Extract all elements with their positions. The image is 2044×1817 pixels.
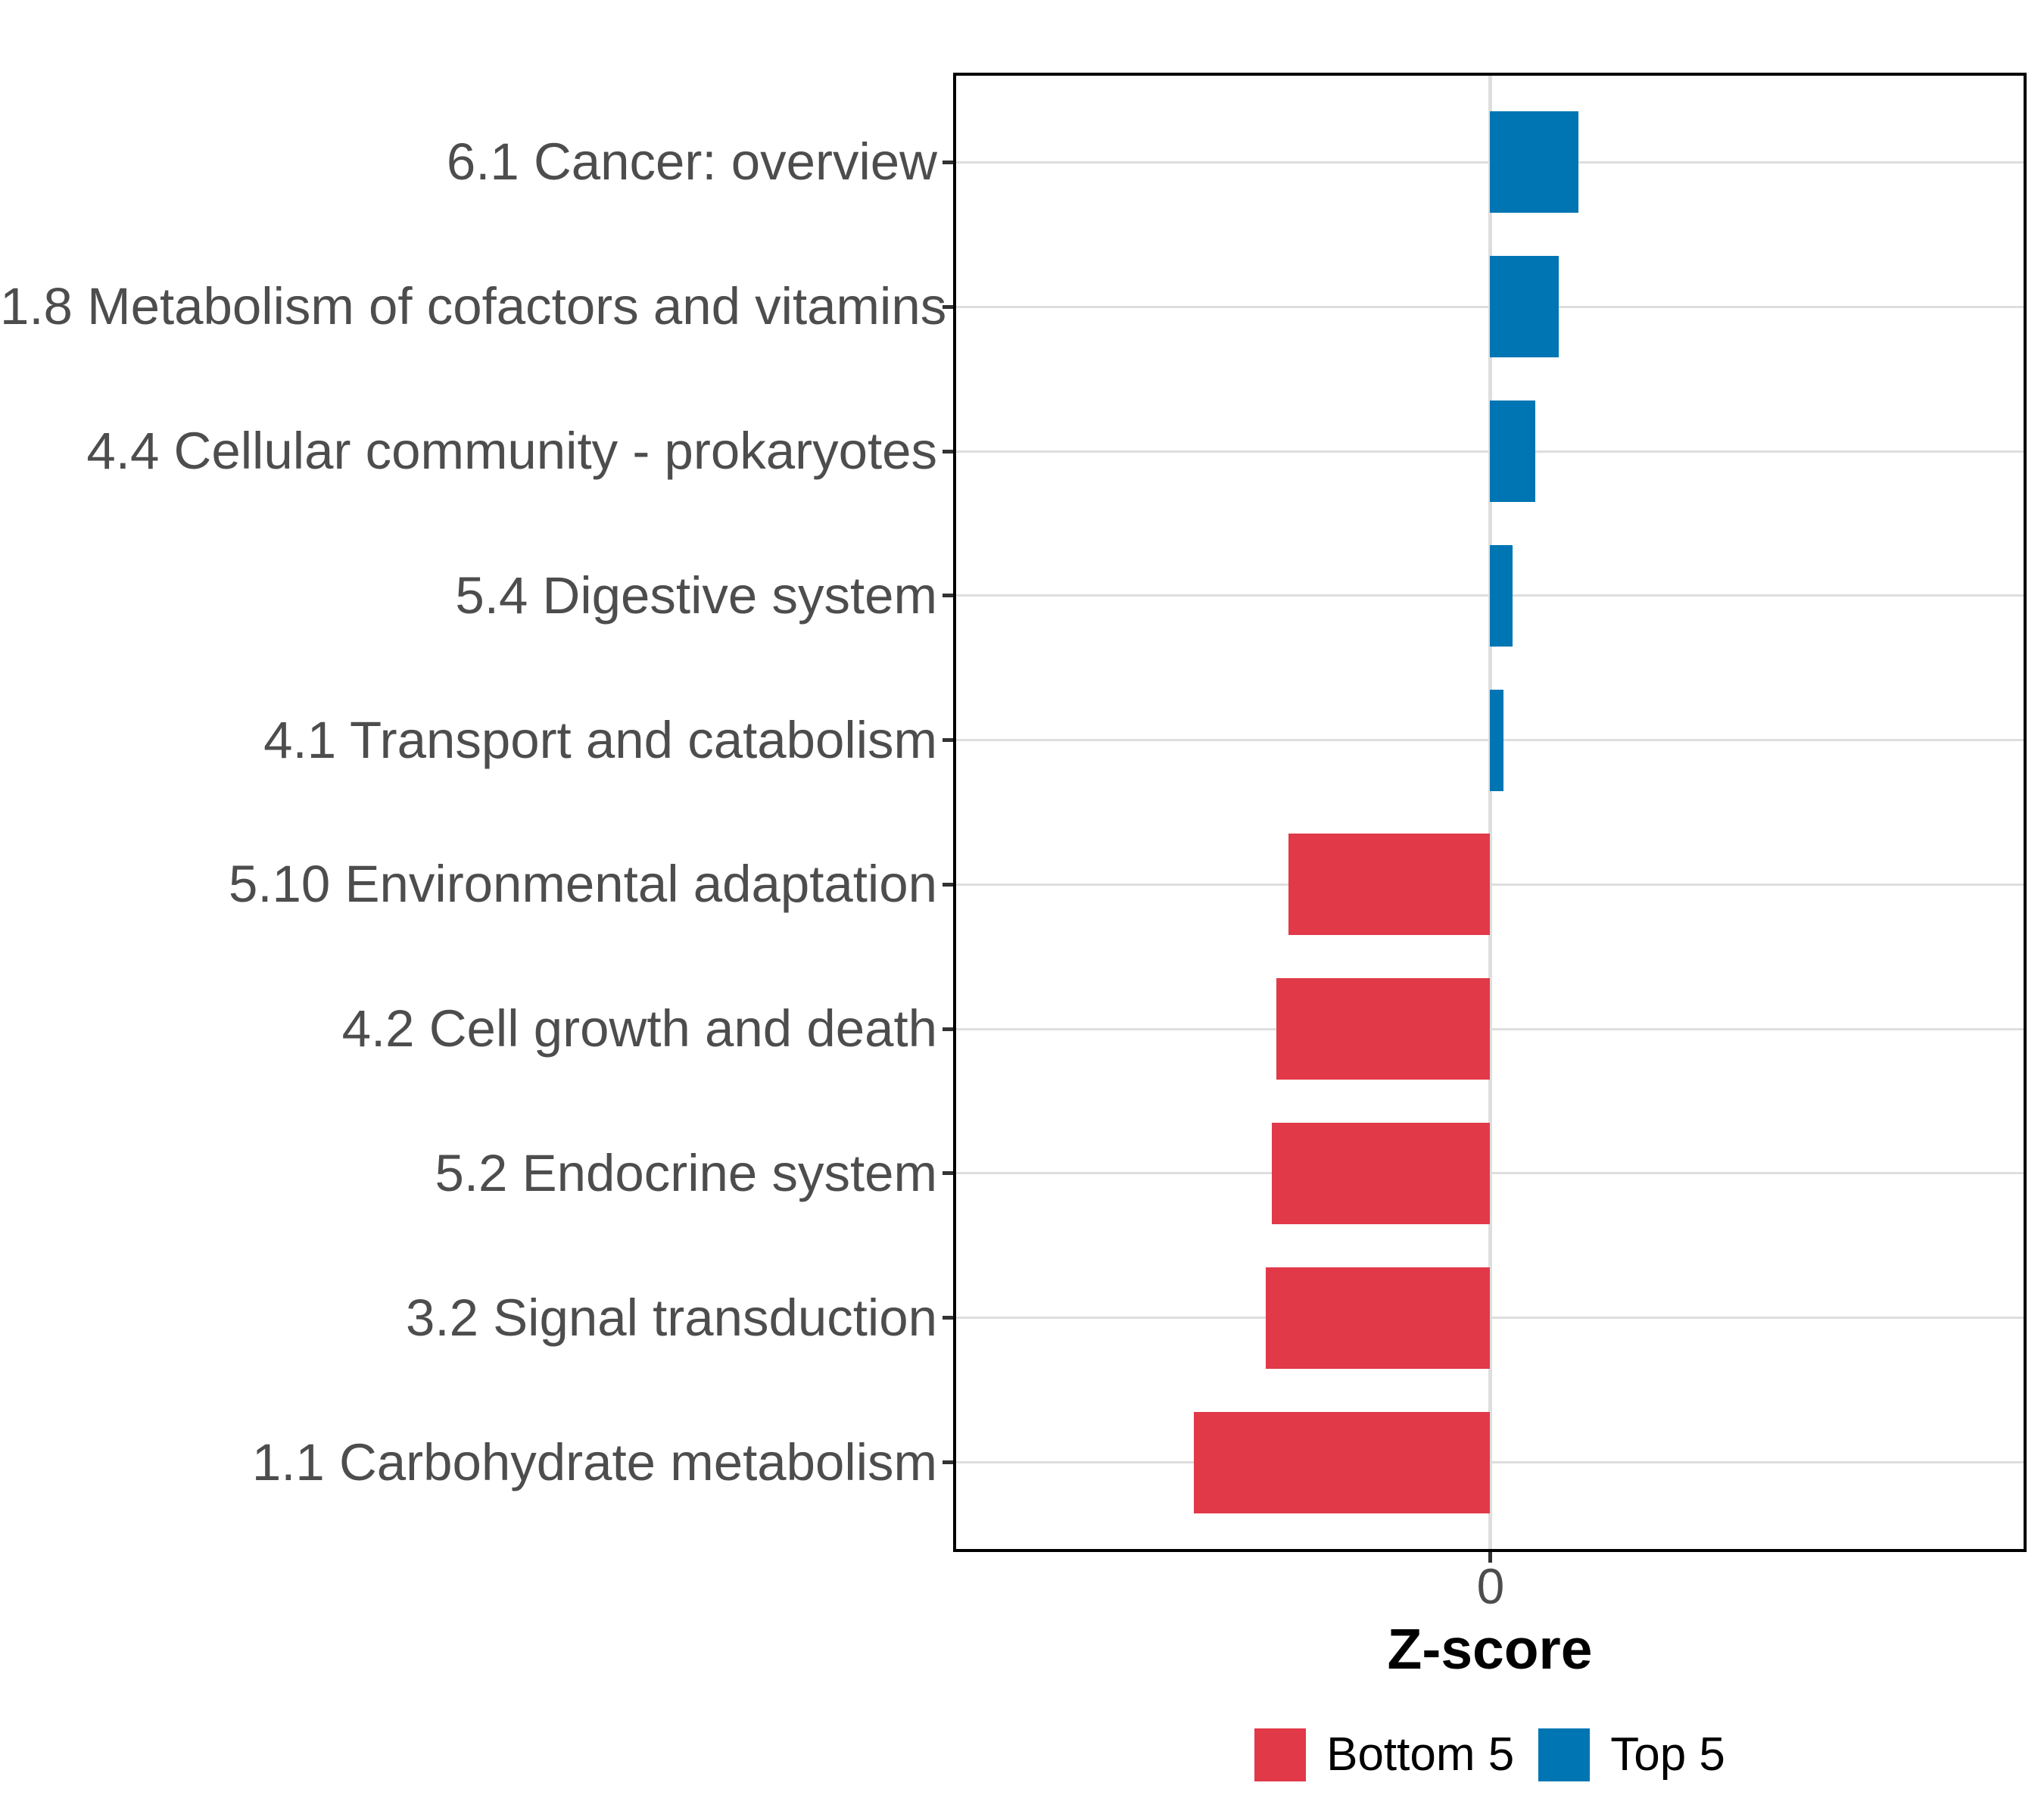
y-axis-label-3: 4.4 Cellular community - prokaryotes: [86, 422, 937, 481]
x-axis-tick-0: [1488, 1552, 1492, 1563]
bar-9: [1265, 1267, 1490, 1369]
plot-panel: [953, 73, 2027, 1552]
y-axis-label-1: 6.1 Cancer: overview: [446, 132, 937, 192]
legend-swatch-bottom-5: [1254, 1728, 1307, 1781]
bar-6: [1288, 834, 1490, 936]
y-axis-label-4: 5.4 Digestive system: [455, 566, 937, 625]
y-axis-label-10: 1.1 Carbohydrate metabolism: [251, 1432, 937, 1491]
y-axis-label-8: 5.2 Endocrine system: [435, 1143, 938, 1202]
y-axis-tick-9: [943, 1316, 953, 1320]
y-axis-label-5: 4.1 Transport and catabolism: [263, 710, 937, 769]
y-axis-tick-5: [943, 738, 953, 743]
gridline-row-6: [956, 883, 2024, 886]
bar-5: [1490, 689, 1504, 791]
bar-1: [1490, 111, 1578, 213]
y-axis-tick-3: [943, 449, 953, 453]
y-axis-label-9: 3.2 Signal transduction: [406, 1288, 937, 1347]
y-axis-tick-8: [943, 1171, 953, 1176]
x-tick-label-0: 0: [1476, 1558, 1505, 1614]
gridline-row-8: [956, 1172, 2024, 1175]
legend-swatch-top-5: [1538, 1728, 1591, 1781]
y-axis-tick-1: [943, 160, 953, 164]
bar-7: [1276, 978, 1490, 1080]
x-axis-title: Z-score: [1387, 1617, 1593, 1681]
y-axis-tick-2: [943, 304, 953, 309]
bar-4: [1490, 544, 1513, 647]
gridline-row-9: [956, 1317, 2024, 1320]
y-axis-tick-10: [943, 1460, 953, 1465]
y-axis-label-2: 1.8 Metabolism of cofactors and vitamins: [0, 277, 947, 336]
y-axis-tick-6: [943, 882, 953, 887]
y-axis-tick-7: [943, 1027, 953, 1031]
legend: Bottom 5 Top 5: [953, 1726, 2027, 1784]
y-axis-tick-4: [943, 594, 953, 598]
bar-8: [1271, 1122, 1490, 1224]
legend-label-top-5: Top 5: [1610, 1728, 1725, 1781]
legend-item-bottom-5: Bottom 5: [1254, 1728, 1514, 1781]
bar-10: [1194, 1411, 1490, 1513]
bar-3: [1490, 400, 1536, 503]
gridline-row-10: [956, 1461, 2024, 1464]
legend-label-bottom-5: Bottom 5: [1326, 1728, 1515, 1781]
y-axis-label-6: 5.10 Environmental adaptation: [229, 855, 937, 914]
y-axis-label-7: 4.2 Cell growth and death: [341, 999, 937, 1058]
gridline-row-7: [956, 1027, 2024, 1030]
bar-2: [1490, 256, 1559, 358]
legend-item-top-5: Top 5: [1538, 1728, 1725, 1781]
zero-gridline: [1488, 76, 1492, 1549]
